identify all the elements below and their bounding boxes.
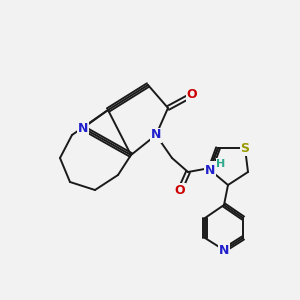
Text: N: N bbox=[78, 122, 88, 134]
Text: S: S bbox=[241, 142, 250, 154]
Text: N: N bbox=[205, 161, 215, 175]
Text: N: N bbox=[205, 164, 215, 176]
Text: N: N bbox=[219, 244, 229, 256]
Text: O: O bbox=[175, 184, 185, 196]
Text: N: N bbox=[151, 128, 161, 142]
Text: H: H bbox=[216, 159, 226, 169]
Text: O: O bbox=[187, 88, 197, 101]
